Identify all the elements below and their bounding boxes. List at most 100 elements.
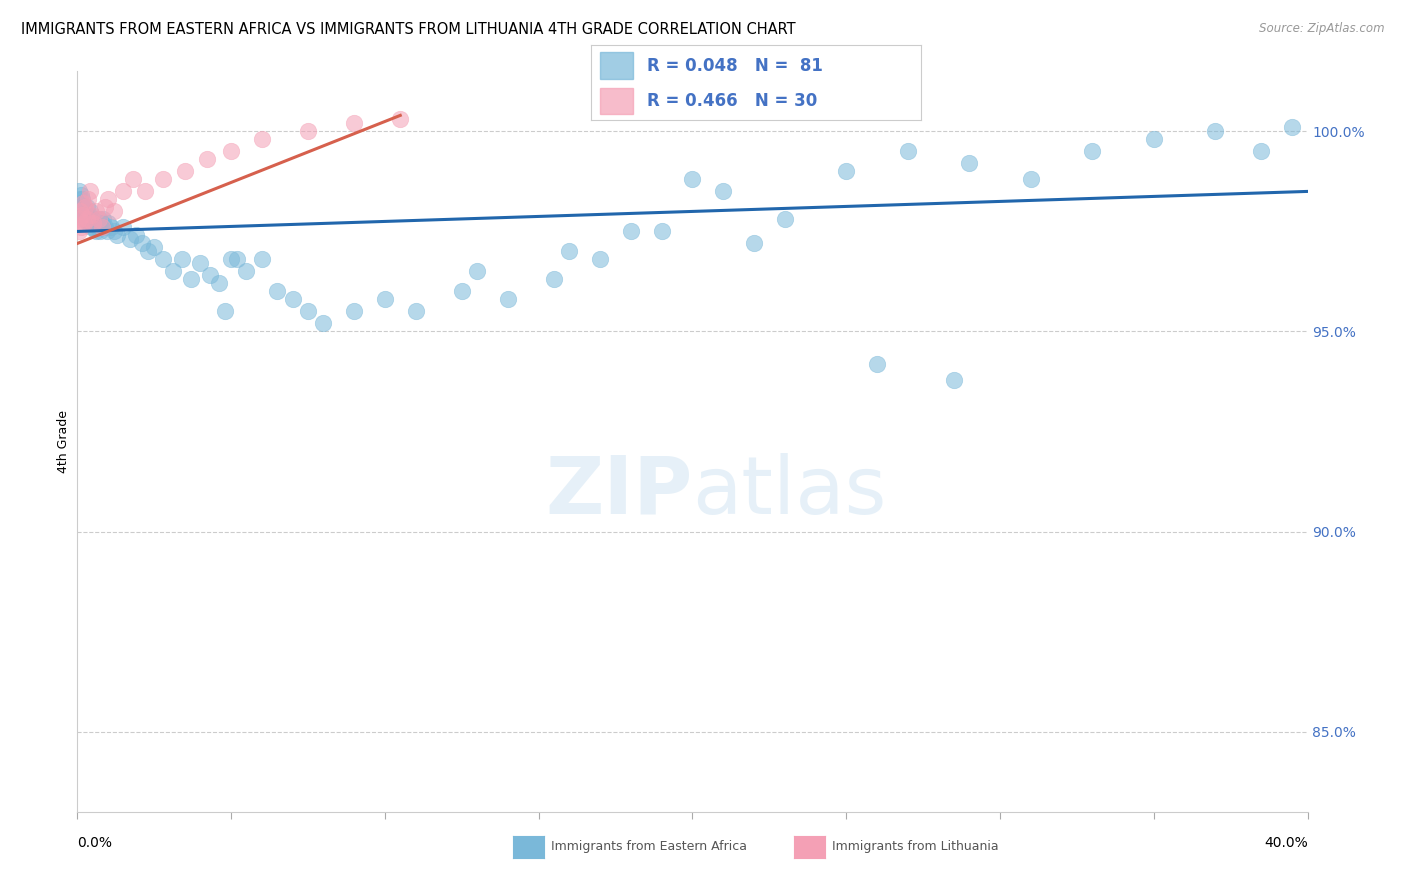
Point [100, 220, 122, 235]
Point [96, 224, 118, 238]
Point [82, 212, 104, 227]
Point [620, 224, 643, 238]
Point [450, 285, 472, 299]
Y-axis label: 4th Grade: 4th Grade [58, 410, 70, 473]
Point [112, 220, 135, 235]
Point [136, 244, 159, 259]
Point [1081, 145, 1104, 159]
Point [226, 252, 249, 267]
Point [80, 209, 103, 223]
Text: Immigrants from Eastern Africa: Immigrants from Eastern Africa [551, 840, 747, 854]
Point [835, 164, 858, 178]
Point [1250, 145, 1272, 159]
Point [93, 212, 115, 227]
Point [84, 204, 107, 219]
Point [76, 212, 98, 227]
Point [79, 204, 101, 219]
Point [250, 252, 273, 267]
Point [77, 209, 100, 223]
Point [77, 216, 100, 230]
Point [405, 304, 427, 318]
Point [76, 212, 98, 227]
Point [72, 201, 94, 215]
Text: Source: ZipAtlas.com: Source: ZipAtlas.com [1260, 22, 1385, 36]
Point [312, 317, 335, 331]
Point [198, 268, 221, 283]
Point [897, 145, 920, 159]
Point [1281, 120, 1303, 135]
Point [69, 196, 91, 211]
Point [103, 204, 125, 219]
Point [131, 236, 153, 251]
Point [235, 264, 257, 278]
Point [70, 209, 93, 223]
Point [496, 293, 519, 307]
Point [94, 201, 117, 215]
Point [73, 216, 96, 230]
Point [73, 201, 96, 215]
Point [67, 224, 90, 238]
Point [73, 212, 96, 227]
Point [69, 204, 91, 219]
Text: 40.0%: 40.0% [1264, 836, 1308, 850]
Point [79, 185, 101, 199]
Point [773, 212, 796, 227]
Point [87, 212, 110, 227]
Point [214, 304, 236, 318]
Text: ZIP: ZIP [546, 452, 693, 531]
Text: atlas: atlas [693, 452, 887, 531]
Point [465, 264, 488, 278]
Point [190, 256, 212, 270]
Point [170, 252, 193, 267]
Point [281, 293, 304, 307]
Point [942, 372, 965, 386]
Text: R = 0.466   N = 30: R = 0.466 N = 30 [647, 92, 817, 110]
Point [87, 212, 110, 227]
Point [162, 264, 184, 278]
Point [589, 252, 612, 267]
Point [97, 216, 120, 230]
Point [103, 224, 125, 238]
Point [83, 216, 105, 230]
Point [72, 209, 94, 223]
Point [219, 252, 242, 267]
Bar [600, 87, 634, 114]
Point [682, 172, 704, 186]
Point [152, 172, 174, 186]
Point [69, 212, 91, 227]
Point [866, 357, 889, 371]
Point [125, 228, 148, 243]
Point [1204, 124, 1226, 138]
Point [957, 156, 980, 170]
Point [266, 285, 288, 299]
Point [82, 220, 104, 235]
Point [543, 272, 565, 286]
Point [80, 220, 103, 235]
Point [134, 185, 156, 199]
Point [651, 224, 673, 238]
Point [69, 193, 91, 207]
Point [75, 209, 97, 223]
Point [343, 304, 366, 318]
Point [297, 124, 319, 138]
Point [374, 293, 396, 307]
Point [70, 220, 93, 235]
Point [558, 244, 581, 259]
Point [70, 193, 93, 207]
Point [73, 204, 96, 219]
Point [72, 196, 94, 211]
Point [152, 252, 174, 267]
Text: 0.0%: 0.0% [77, 836, 112, 850]
Point [250, 132, 273, 146]
Point [711, 185, 734, 199]
Point [79, 216, 101, 230]
Point [180, 272, 202, 286]
Point [195, 153, 218, 167]
Point [77, 193, 100, 207]
Text: IMMIGRANTS FROM EASTERN AFRICA VS IMMIGRANTS FROM LITHUANIA 4TH GRADE CORRELATIO: IMMIGRANTS FROM EASTERN AFRICA VS IMMIGR… [21, 22, 796, 37]
Point [67, 185, 90, 199]
Point [1019, 172, 1042, 186]
Point [1143, 132, 1166, 146]
Point [297, 304, 319, 318]
Point [389, 112, 412, 127]
